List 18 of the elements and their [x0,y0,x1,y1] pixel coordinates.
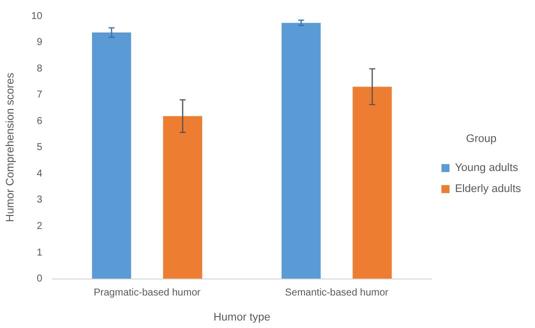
legend-label: Young adults [454,162,519,174]
x-tick-label: Pragmatic-based humor [94,288,202,299]
legend-label: Elderly adults [454,183,522,196]
y-tick-label: 9 [36,37,43,48]
y-tick-label: 4 [36,168,43,180]
y-tick-label: 10 [31,10,43,22]
y-tick-label: 3 [36,194,43,206]
y-tick-label: 1 [36,247,43,258]
y-tick-label: 8 [36,63,43,74]
y-tick-label: 2 [36,220,43,232]
y-tick-label: 5 [36,142,43,154]
legend-title: Group [466,132,497,145]
y-axis-title: Humor Comprehension scores [4,72,17,222]
x-axis-title: Humor type [213,311,270,324]
y-tick-label: 0 [36,274,43,285]
y-tick-label: 6 [36,116,43,127]
y-tick-label: 7 [36,90,43,101]
x-tick-label: Semantic-based humor [284,288,390,299]
